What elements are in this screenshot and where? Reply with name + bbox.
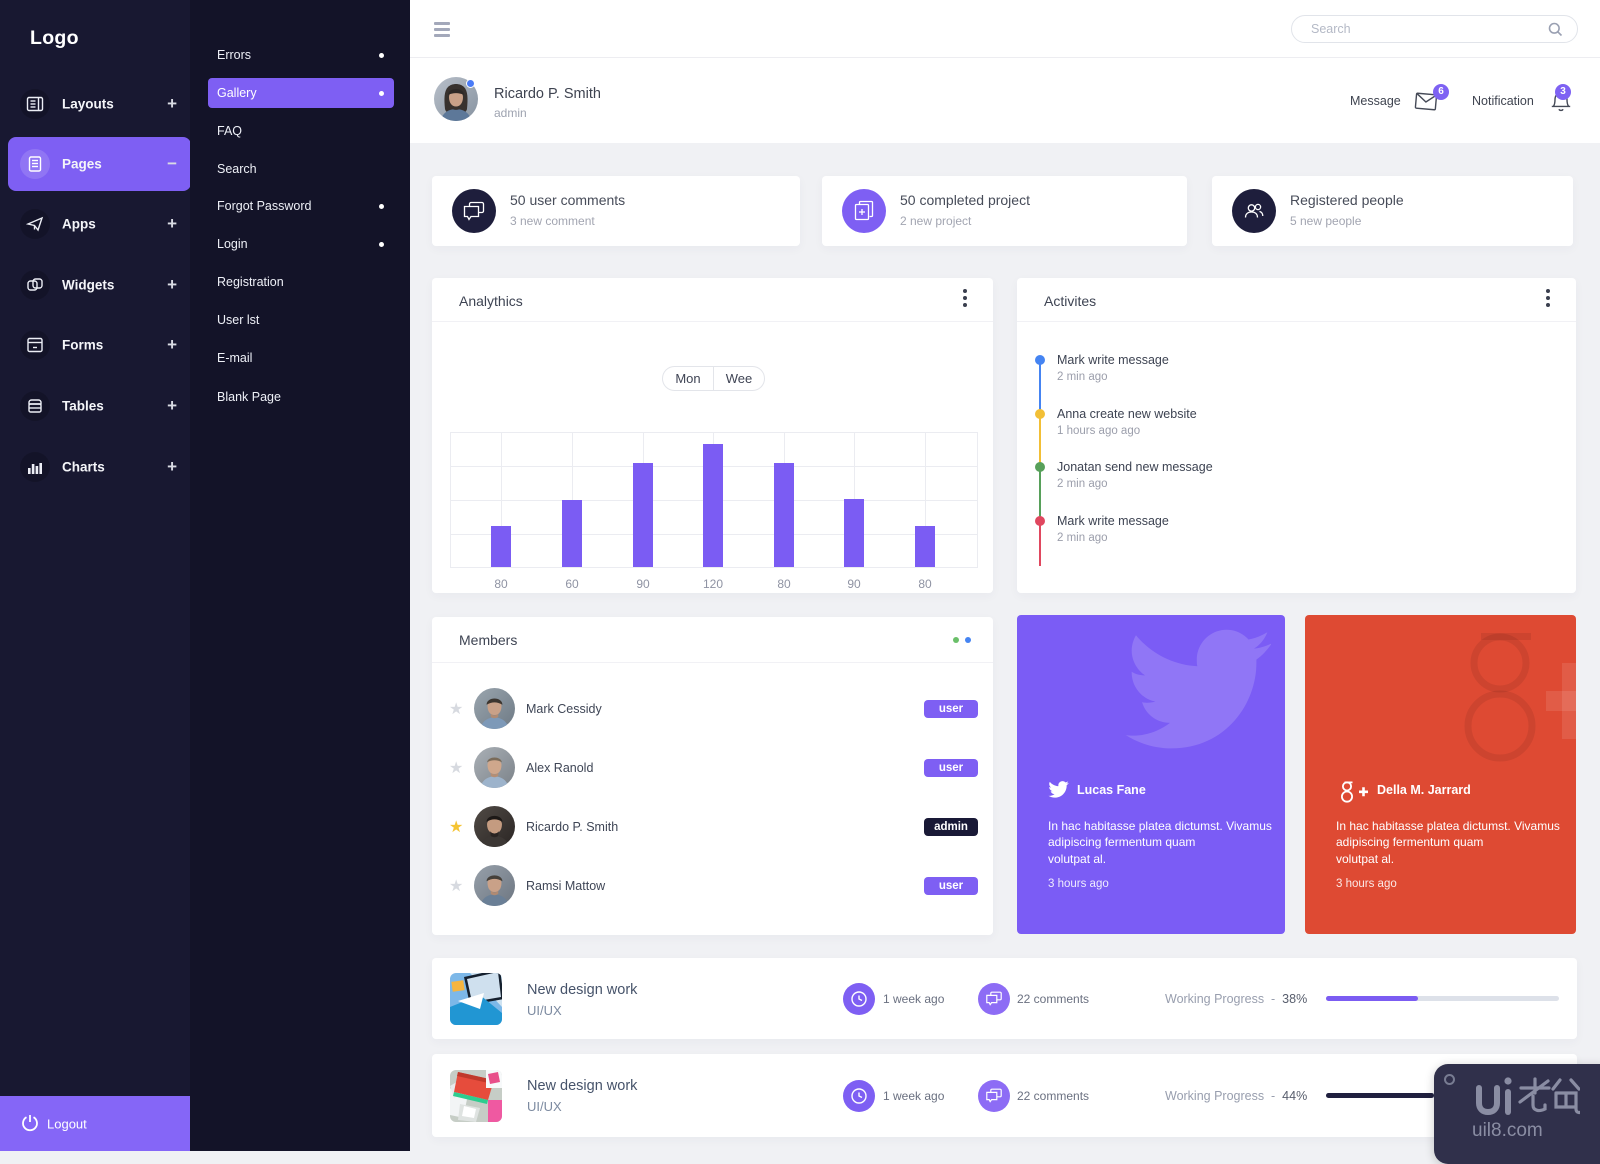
svg-text:120: 120 (703, 577, 723, 591)
svg-text:90: 90 (636, 577, 650, 591)
svg-text:80: 80 (777, 577, 791, 591)
svg-text:60: 60 (565, 577, 579, 591)
svg-text:80: 80 (494, 577, 508, 591)
svg-text:90: 90 (847, 577, 861, 591)
svg-text:80: 80 (918, 577, 932, 591)
